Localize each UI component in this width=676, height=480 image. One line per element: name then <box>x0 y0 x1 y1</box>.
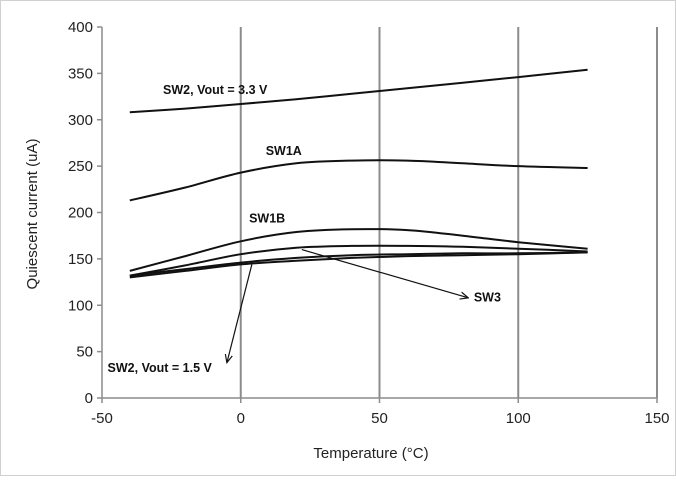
x-tick-label: 150 <box>644 410 669 427</box>
grid-layer <box>239 27 658 398</box>
annotation-arrow-1 <box>301 249 469 298</box>
x-tick-label: 0 <box>237 410 245 427</box>
y-tick-label: 100 <box>68 297 93 314</box>
annotation-layer: SW2, Vout = 3.3 V SW1A SW1B SW3 SW2, Vout = … <box>108 83 501 375</box>
y-tick-label: 300 <box>68 112 93 129</box>
y-tick-label: 150 <box>68 251 93 268</box>
x-axis-title: Temperature (°C) <box>313 445 428 462</box>
x-tick-label: 100 <box>506 410 531 427</box>
series-line-6 <box>129 251 588 277</box>
series-label: SW3 <box>474 291 501 305</box>
annotation-arrow-2 <box>227 264 253 362</box>
y-tick-label: 250 <box>68 158 93 175</box>
y-tick-label: 400 <box>68 19 93 36</box>
series-label: SW1A <box>266 144 302 158</box>
y-axis-title: Quiescent current (uA) <box>24 139 41 290</box>
series-label: SW2, Vout = 1.5 V <box>108 361 213 375</box>
y-tick-label: 0 <box>85 390 93 407</box>
y-tick-label: 50 <box>76 344 93 361</box>
series-line-5 <box>129 251 588 279</box>
y-tick-label: 200 <box>68 205 93 222</box>
series-line-1 <box>129 68 588 114</box>
series-line-4 <box>129 244 588 277</box>
series-label: SW2, Vout = 3.3 V <box>163 83 268 97</box>
x-tick-label: -50 <box>91 410 113 427</box>
series-label: SW1B <box>249 212 285 226</box>
series-line-2 <box>129 159 588 202</box>
series-layer <box>129 68 588 279</box>
y-tick-label: 350 <box>68 65 93 82</box>
series-line-3 <box>129 228 588 272</box>
axis-layer: 0 50 100 150 200 250 300 350 400 -50 0 50 100 150 <box>68 19 670 427</box>
x-tick-label: 50 <box>371 410 388 427</box>
